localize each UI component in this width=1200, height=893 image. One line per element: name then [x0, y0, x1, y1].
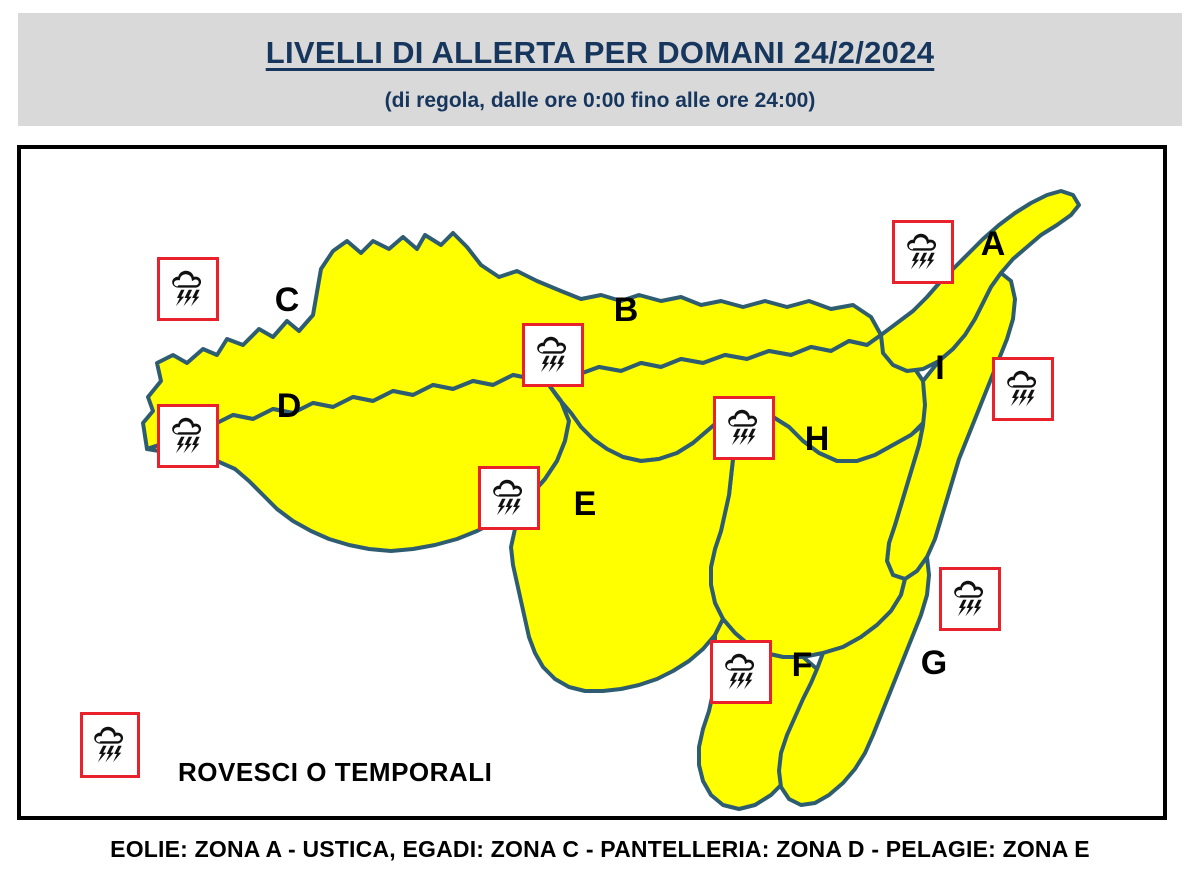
thunderstorm-icon — [94, 726, 124, 763]
thunderstorm-icon — [493, 479, 523, 516]
thunderstorm-icon — [537, 336, 567, 373]
storm-icon-box-B[interactable] — [522, 323, 584, 387]
storm-icon-box-H[interactable] — [713, 396, 775, 460]
footer-note: EOLIE: ZONA A - USTICA, EGADI: ZONA C - … — [110, 836, 1090, 862]
header-band: LIVELLI DI ALLERTA PER DOMANI 24/2/2024 … — [18, 13, 1182, 126]
storm-icon-box-C[interactable] — [157, 257, 219, 321]
thunderstorm-icon — [954, 580, 984, 617]
zone-letter-F: F — [791, 646, 813, 684]
zone-letter-A: A — [980, 225, 1006, 263]
zone-letter-H: H — [804, 420, 830, 458]
thunderstorm-icon — [725, 653, 755, 690]
storm-icon-box-G[interactable] — [939, 567, 1001, 631]
storm-icon-box-E[interactable] — [478, 466, 540, 530]
storm-icon-box-D[interactable] — [157, 404, 219, 468]
zone-letter-C: C — [274, 281, 300, 319]
page-title: LIVELLI DI ALLERTA PER DOMANI 24/2/2024 — [265, 35, 935, 70]
page-subtitle: (di regola, dalle ore 0:00 fino alle ore… — [384, 89, 816, 112]
zone-letter-D: D — [276, 387, 302, 425]
zone-letter-E: E — [573, 485, 597, 523]
storm-icon-box-A[interactable] — [892, 220, 954, 284]
zone-letter-B: B — [613, 291, 639, 329]
storm-icon-box-F[interactable] — [710, 640, 772, 704]
zone-letter-G: G — [920, 644, 948, 682]
zone-letter-I: I — [935, 349, 945, 387]
thunderstorm-icon — [1007, 370, 1037, 407]
legend-storm-icon-box — [80, 712, 140, 778]
map-frame: C D B A I H E F G — [17, 145, 1167, 820]
thunderstorm-icon — [907, 233, 937, 270]
thunderstorm-icon — [728, 409, 758, 446]
thunderstorm-icon — [172, 417, 202, 454]
zone-shape-G[interactable] — [777, 555, 931, 807]
storm-icon-box-I[interactable] — [992, 357, 1054, 421]
thunderstorm-icon — [172, 270, 202, 307]
zone-shape-E[interactable] — [509, 383, 739, 693]
legend-storm-label: ROVESCI O TEMPORALI — [178, 757, 493, 787]
